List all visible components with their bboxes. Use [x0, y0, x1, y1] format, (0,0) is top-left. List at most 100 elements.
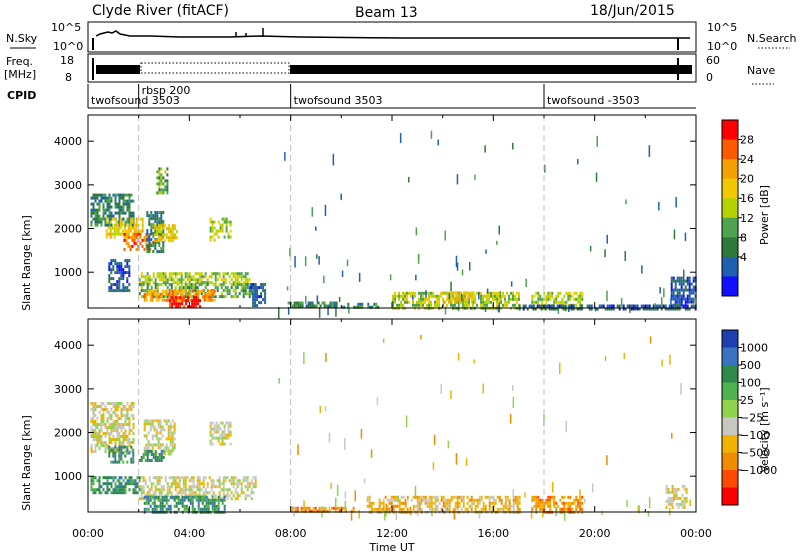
heatmap-cell — [98, 429, 101, 432]
heatmap-cell — [424, 495, 427, 499]
heatmap-cell — [209, 217, 212, 221]
heatmap-cell — [120, 451, 123, 455]
heatmap-cell — [188, 272, 191, 276]
heatmap-cell — [90, 223, 93, 227]
heatmap-cell — [110, 482, 113, 486]
heatmap-cell — [560, 304, 563, 308]
heatmap-cell — [682, 304, 685, 308]
heatmap-cell — [295, 301, 298, 305]
heatmap-cell — [126, 479, 129, 483]
heatmap-speckle — [669, 354, 671, 365]
heatmap-cell — [414, 504, 417, 508]
freq-unit: [MHz] — [4, 68, 36, 81]
heatmap-cell — [112, 488, 115, 492]
heatmap-cell — [119, 223, 122, 227]
heatmap-cell — [326, 509, 329, 513]
heatmap-speckle — [626, 500, 628, 507]
heatmap-cell — [428, 495, 431, 499]
heatmap-cell — [209, 235, 212, 239]
heatmap-cell — [120, 211, 123, 215]
heatmap-cell — [238, 482, 241, 486]
heatmap-cell — [128, 268, 131, 272]
heatmap-cell — [146, 278, 149, 282]
heatmap-cell — [130, 405, 133, 408]
heatmap-cell — [561, 501, 564, 505]
heatmap-cell — [145, 498, 148, 502]
heatmap-cell — [454, 294, 457, 298]
heatmap-cell — [211, 292, 214, 296]
heatmap-speckle — [303, 500, 305, 513]
heatmap-cell — [366, 495, 369, 499]
heatmap-cell — [612, 307, 615, 311]
heatmap-cell — [145, 443, 148, 447]
heatmap-cell — [221, 436, 224, 440]
heatmap-cell — [148, 494, 151, 498]
heatmap-cell — [112, 435, 115, 438]
heatmap-cell — [114, 438, 117, 441]
heatmap-cell — [558, 304, 561, 308]
heatmap-cell — [377, 305, 380, 309]
heatmap-cell — [210, 281, 213, 285]
heatmap-speckle — [647, 511, 650, 517]
nave-tick-bottom: 0 — [706, 71, 713, 84]
heatmap-cell — [146, 247, 149, 251]
heatmap-cell — [168, 275, 171, 279]
heatmap-cell — [166, 188, 169, 192]
heatmap-cell — [398, 504, 401, 508]
heatmap-cell — [110, 214, 113, 218]
heatmap-cell — [287, 301, 290, 305]
heatmap-cell — [126, 460, 129, 464]
heatmap-cell — [236, 491, 239, 495]
heatmap-cell — [210, 488, 213, 492]
heatmap-cell — [512, 498, 515, 502]
heatmap-cell — [482, 501, 485, 505]
heatmap-cell — [500, 297, 502, 301]
heatmap-cell — [222, 494, 225, 498]
heatmap-cell — [514, 303, 516, 307]
heatmap-cell — [224, 278, 227, 282]
heatmap-cell — [578, 307, 581, 311]
heatmap-cell — [159, 431, 162, 435]
heatmap-cell — [150, 238, 153, 242]
heatmap-cell — [187, 498, 190, 502]
heatmap-cell — [150, 214, 153, 218]
heatmap-cell — [150, 494, 153, 498]
heatmap-cell — [96, 211, 99, 215]
heatmap-cell — [118, 271, 121, 275]
heatmap-cell — [428, 294, 430, 298]
heatmap-cell — [212, 494, 215, 498]
heatmap-cell — [128, 420, 131, 423]
heatmap-cell — [100, 223, 103, 227]
heatmap-cell — [160, 491, 163, 495]
heatmap-cell — [680, 303, 683, 307]
heatmap-cell — [630, 304, 633, 308]
heatmap-cell — [576, 307, 579, 311]
heatmap-cell — [656, 307, 659, 311]
heatmap-cell — [472, 294, 475, 298]
heatmap-cell — [160, 211, 163, 215]
heatmap-cell — [146, 275, 149, 279]
heatmap-cell — [681, 484, 684, 488]
heatmap-cell — [199, 305, 202, 309]
heatmap-cell — [207, 292, 210, 296]
heatmap-cell — [230, 482, 233, 486]
heatmap-cell — [105, 232, 108, 236]
heatmap-cell — [126, 451, 129, 455]
heatmap-cell — [672, 307, 675, 311]
heatmap-cell — [173, 302, 176, 306]
heatmap-cell — [227, 232, 230, 236]
heatmap-cell — [221, 439, 224, 443]
heatmap-cell — [504, 300, 506, 304]
heatmap-cell — [557, 504, 560, 508]
heatmap-cell — [135, 232, 138, 236]
heatmap-cell — [212, 295, 215, 299]
heatmap-speckle — [444, 230, 446, 241]
heatmap-cell — [188, 494, 191, 498]
heatmap-cell — [572, 307, 575, 311]
heatmap-cell — [128, 205, 131, 209]
heatmap-cell — [252, 476, 255, 480]
heatmap-cell — [189, 305, 192, 309]
heatmap-cell — [146, 214, 149, 218]
heatmap-cell — [122, 199, 125, 203]
heatmap-cell — [167, 425, 170, 429]
